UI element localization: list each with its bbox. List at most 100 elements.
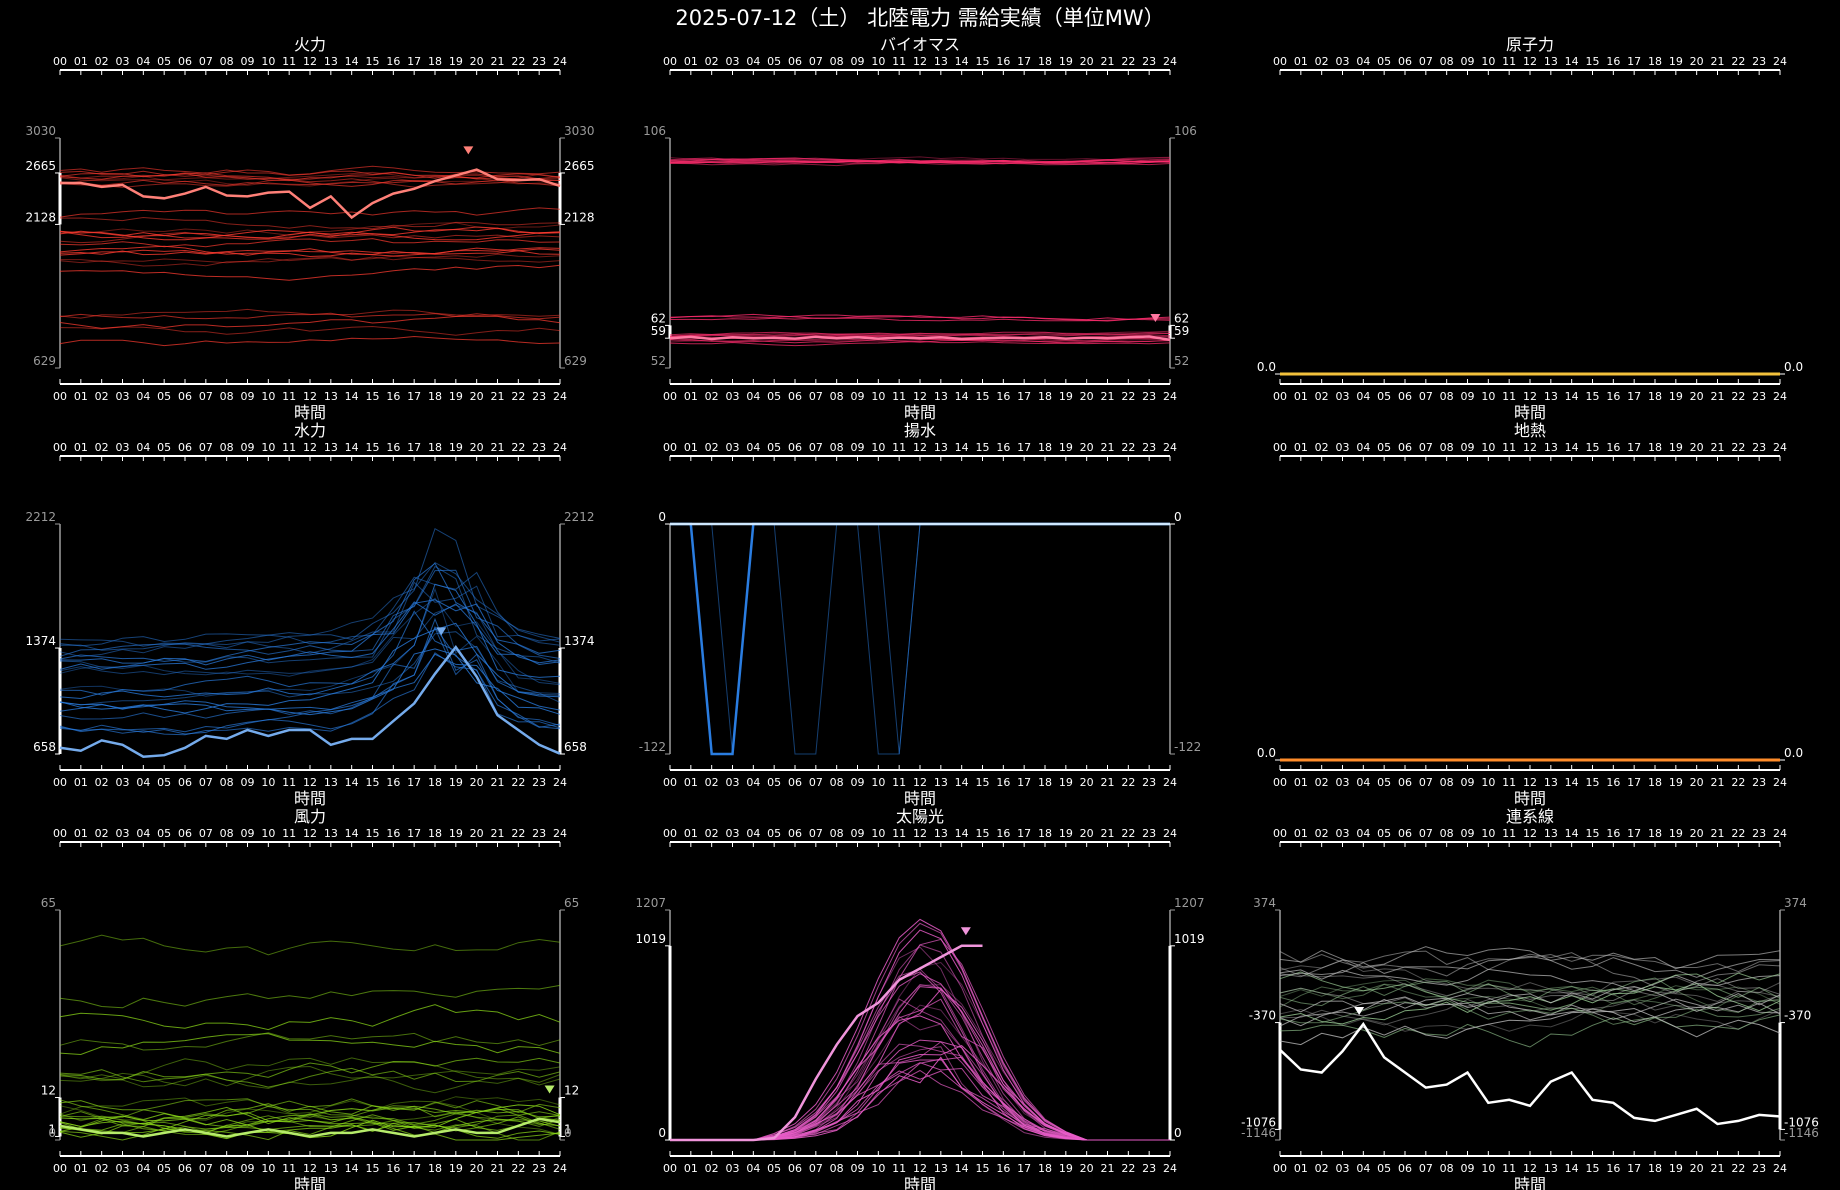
history-line <box>1279 994 1781 1026</box>
bottom-tick-label: 19 <box>449 390 463 403</box>
top-tick-label: 20 <box>1690 55 1704 68</box>
top-tick-label: 14 <box>955 827 969 840</box>
bottom-tick-label: 07 <box>809 390 823 403</box>
bottom-tick-label: 01 <box>74 390 88 403</box>
bottom-tick-label: 20 <box>1690 390 1704 403</box>
top-tick-label: 09 <box>851 827 865 840</box>
bottom-tick-label: 07 <box>199 776 213 789</box>
y-tick-label-right: 374 <box>1784 896 1807 910</box>
bottom-tick-label: 17 <box>1017 776 1031 789</box>
top-tick-label: 04 <box>1356 827 1370 840</box>
history-line <box>670 922 1170 1141</box>
history-line <box>1279 985 1781 1013</box>
bottom-tick-label: 21 <box>1711 1162 1725 1175</box>
top-tick-label: 14 <box>1565 827 1579 840</box>
top-tick-label: 22 <box>511 55 525 68</box>
bottom-tick-label: 04 <box>1356 1162 1370 1175</box>
top-tick-label: 11 <box>1502 827 1516 840</box>
top-tick-label: 03 <box>1336 441 1350 454</box>
top-tick-label: 23 <box>1142 441 1156 454</box>
history-line <box>1279 971 1781 1011</box>
history-line <box>1279 951 1781 977</box>
top-tick-label: 08 <box>220 441 234 454</box>
bottom-tick-label: 18 <box>1038 1162 1052 1175</box>
bottom-tick-label: 06 <box>788 1162 802 1175</box>
top-tick-label: 11 <box>892 827 906 840</box>
top-tick-label: 22 <box>1121 441 1135 454</box>
top-tick-label: 12 <box>913 55 927 68</box>
history-line <box>59 1100 561 1120</box>
bottom-tick-label: 02 <box>95 1162 109 1175</box>
top-tick-label: 13 <box>934 441 948 454</box>
bottom-tick-label: 10 <box>261 776 275 789</box>
chart-panel-7: 太陽光0000010102020303040405050606070708080… <box>635 807 1204 1190</box>
bottom-tick-label: 01 <box>1294 1162 1308 1175</box>
top-tick-label: 12 <box>913 827 927 840</box>
top-tick-label: 11 <box>282 441 296 454</box>
bottom-tick-label: 11 <box>892 390 906 403</box>
top-tick-label: 16 <box>386 827 400 840</box>
bottom-tick-label: 13 <box>1544 390 1558 403</box>
bottom-tick-label: 05 <box>157 1162 171 1175</box>
bottom-tick-label: 18 <box>428 1162 442 1175</box>
top-tick-label: 20 <box>1080 55 1094 68</box>
top-tick-label: 24 <box>553 55 567 68</box>
bottom-tick-label: 10 <box>261 390 275 403</box>
reference-line <box>670 522 1170 756</box>
top-tick-label: 13 <box>324 827 338 840</box>
history-line <box>59 1032 561 1051</box>
history-line <box>670 523 1170 755</box>
top-tick-label: 22 <box>1731 55 1745 68</box>
history-line <box>670 929 1170 1141</box>
history-line <box>59 653 561 712</box>
bottom-tick-label: 21 <box>1711 776 1725 789</box>
current-day-line <box>1279 1021 1781 1126</box>
chart-panel-8: 連系線 00 00 01 01 02 02 03 03 04 04 05 05 06 06 07 07 08 08 0… <box>1241 807 1819 1190</box>
bottom-tick-label: 19 <box>1059 390 1073 403</box>
bottom-tick-label: 17 <box>1017 390 1031 403</box>
history-line <box>59 1057 561 1083</box>
top-tick-label: 17 <box>407 827 421 840</box>
top-tick-label: 05 <box>767 827 781 840</box>
history-line <box>59 984 561 1009</box>
bottom-tick-label: 18 <box>1038 776 1052 789</box>
top-tick-label: 22 <box>1121 827 1135 840</box>
history-line <box>59 610 561 696</box>
bottom-tick-label: 19 <box>449 776 463 789</box>
bottom-tick-label: 13 <box>934 776 948 789</box>
top-tick-label: 18 <box>1648 827 1662 840</box>
top-tick-label: 00 <box>1273 827 1287 840</box>
history-line <box>1279 968 1781 992</box>
top-tick-label: 24 <box>553 827 567 840</box>
bottom-tick-label: 17 <box>407 1162 421 1175</box>
bottom-tick-label: 13 <box>934 390 948 403</box>
history-line <box>59 216 561 230</box>
bottom-tick-label: 06 <box>1398 776 1412 789</box>
top-tick-label: 24 <box>1773 55 1787 68</box>
history-line <box>1279 977 1781 1007</box>
top-tick-label: 21 <box>491 827 505 840</box>
top-tick-label: 18 <box>1038 827 1052 840</box>
top-tick-label: 12 <box>303 827 317 840</box>
bottom-tick-label: 06 <box>1398 1162 1412 1175</box>
top-tick-label: 13 <box>934 827 948 840</box>
bottom-tick-label: 19 <box>1669 776 1683 789</box>
peak-marker <box>960 927 971 936</box>
history-line <box>60 253 561 264</box>
top-tick-label: 15 <box>976 55 990 68</box>
history-line <box>1279 998 1781 1027</box>
top-tick-label: 02 <box>705 441 719 454</box>
top-tick-label: 00 <box>1273 55 1287 68</box>
top-tick-label: 03 <box>1336 827 1350 840</box>
bottom-tick-label: 00 <box>53 1162 67 1175</box>
bottom-tick-label: 20 <box>470 390 484 403</box>
top-tick-label: 01 <box>74 441 88 454</box>
bottom-tick-label: 16 <box>1606 776 1620 789</box>
top-tick-label: 16 <box>996 441 1010 454</box>
y-tick-label-right: 52 <box>1174 354 1189 368</box>
bottom-tick-label: 08 <box>220 776 234 789</box>
bottom-tick-label: 02 <box>705 776 719 789</box>
y-tick-label-left: 1019 <box>635 932 666 946</box>
top-tick-label: 00 <box>663 827 677 840</box>
top-tick-label: 24 <box>1163 827 1177 840</box>
